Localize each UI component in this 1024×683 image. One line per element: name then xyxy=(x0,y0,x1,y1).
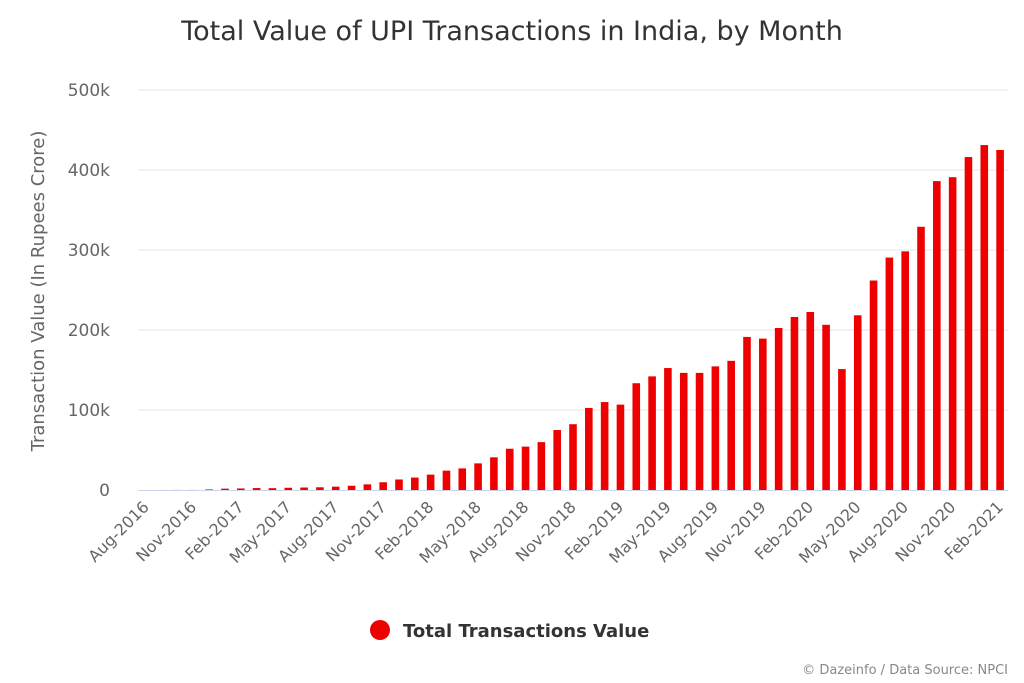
bar[interactable] xyxy=(853,315,862,490)
bar[interactable] xyxy=(268,488,277,490)
bar[interactable] xyxy=(711,366,720,490)
bar[interactable] xyxy=(679,372,688,490)
bar[interactable] xyxy=(806,311,815,490)
bar[interactable] xyxy=(395,479,403,490)
gridlines xyxy=(138,89,1008,411)
y-axis-ticks: 0 100k 200k 300k 400k 500k xyxy=(68,81,110,501)
bar[interactable] xyxy=(474,463,482,490)
bar[interactable] xyxy=(648,376,656,490)
bar[interactable] xyxy=(964,157,973,490)
x-axis-ticks: Aug-2016Nov-2016Feb-2017May-2017Aug-2017… xyxy=(84,497,1007,567)
y-tick-label: 300k xyxy=(68,241,110,261)
bar[interactable] xyxy=(490,457,498,490)
bar[interactable] xyxy=(553,430,561,490)
bar[interactable] xyxy=(426,474,435,490)
bar[interactable] xyxy=(695,372,704,490)
bar[interactable] xyxy=(869,280,878,490)
bar[interactable] xyxy=(379,482,387,490)
bar[interactable] xyxy=(600,402,609,490)
bar[interactable] xyxy=(759,338,767,490)
bar[interactable] xyxy=(838,369,846,490)
credits-text[interactable]: © Dazeinfo / Data Source: NPCI xyxy=(802,663,1008,678)
bar[interactable] xyxy=(822,324,830,490)
bar[interactable] xyxy=(790,317,799,490)
y-tick-label: 500k xyxy=(68,81,110,101)
bar[interactable] xyxy=(316,487,324,490)
y-tick-label: 0 xyxy=(99,481,110,501)
bar[interactable] xyxy=(774,327,783,490)
bar[interactable] xyxy=(221,488,229,490)
bar[interactable] xyxy=(521,446,530,490)
bar[interactable] xyxy=(901,251,909,490)
bar[interactable] xyxy=(933,181,941,491)
bar[interactable] xyxy=(537,442,546,490)
bar[interactable] xyxy=(458,468,467,490)
y-tick-label: 400k xyxy=(68,161,110,181)
bar[interactable] xyxy=(727,360,735,490)
legend-marker-icon xyxy=(370,620,390,640)
bar[interactable] xyxy=(300,487,308,490)
y-tick-label: 200k xyxy=(68,321,110,341)
y-axis-label: Transaction Value (In Rupees Crore) xyxy=(28,131,49,453)
bar[interactable] xyxy=(917,226,925,491)
bar[interactable] xyxy=(569,424,577,490)
bar[interactable] xyxy=(331,486,340,490)
bar[interactable] xyxy=(284,487,293,490)
bar[interactable] xyxy=(442,470,451,490)
bar[interactable] xyxy=(616,404,625,490)
bar[interactable] xyxy=(585,407,593,490)
bar[interactable] xyxy=(664,368,672,490)
bar[interactable] xyxy=(743,336,751,490)
bar[interactable] xyxy=(347,485,356,490)
bar[interactable] xyxy=(205,489,213,490)
chart-title: Total Value of UPI Transactions in India… xyxy=(180,16,843,47)
bar[interactable] xyxy=(996,149,1004,491)
y-tick-label: 100k xyxy=(68,401,110,421)
bar[interactable] xyxy=(980,145,989,491)
bar[interactable] xyxy=(885,257,894,490)
legend-label[interactable]: Total Transactions Value xyxy=(403,621,649,642)
legend[interactable]: Total Transactions Value xyxy=(370,620,649,642)
bar[interactable] xyxy=(411,477,419,490)
bar[interactable] xyxy=(632,383,641,490)
bar[interactable] xyxy=(948,177,957,490)
bar[interactable] xyxy=(237,488,245,490)
bar[interactable] xyxy=(505,448,514,490)
bar-series xyxy=(142,145,1004,491)
bar[interactable] xyxy=(252,488,261,490)
bar[interactable] xyxy=(363,484,372,490)
